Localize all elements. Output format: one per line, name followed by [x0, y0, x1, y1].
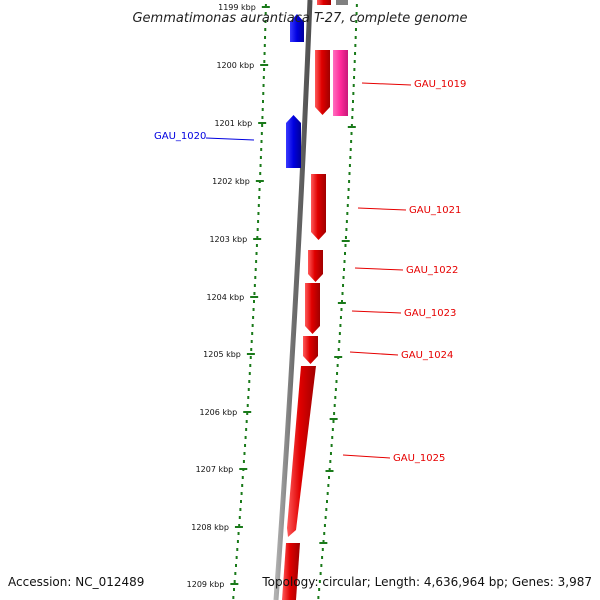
feature-block[interactable]	[333, 50, 348, 116]
label-leaders	[205, 82, 412, 459]
ruler-tick	[255, 180, 264, 182]
gene-label-GAU_1021[interactable]: GAU_1021	[409, 205, 461, 216]
genome-backbone	[273, 0, 313, 600]
feature-dotted-track	[317, 4, 358, 599]
gene-arrow-GAU_1023[interactable]	[305, 283, 320, 334]
ruler-tick-label: 1207 kbp	[196, 465, 234, 474]
gene-labels: GAU_1019 GAU_1020 GAU_1021 GAU_1022 GAU_1023…	[154, 79, 466, 464]
gene-arrow-GAU_1024[interactable]	[303, 336, 318, 364]
ruler-ticks: 1199 kbp 1200 kbp 1201 kbp 1202 kbp 1203 kbp…	[187, 3, 270, 589]
gene-label-GAU_1022[interactable]: GAU_1022	[406, 265, 458, 276]
gene-label-GAU_1020[interactable]: GAU_1020	[154, 131, 206, 142]
gene-arrow-partial[interactable]	[317, 0, 331, 5]
gene-label-GAU_1019[interactable]: GAU_1019	[414, 79, 466, 90]
map-title: Gemmatimonas aurantiaca T-27, complete g…	[132, 11, 467, 26]
gene-arrow-GAU_1022[interactable]	[308, 250, 323, 282]
gene-label-GAU_1023[interactable]: GAU_1023	[404, 308, 456, 319]
ruler-tick-label: 1205 kbp	[203, 350, 241, 359]
gene-label-GAU_1025[interactable]: GAU_1025	[393, 453, 445, 464]
gene-layer	[282, 0, 348, 600]
ruler-tick	[261, 6, 270, 8]
ruler-tick-label: 1208 kbp	[191, 523, 229, 532]
ruler-dotted-track	[232, 4, 267, 599]
ruler-tick-label: 1209 kbp	[187, 580, 225, 589]
leader-line-GAU_1019	[361, 82, 412, 86]
gene-arrow-GAU_1019[interactable]	[315, 50, 330, 115]
ruler-tick	[250, 296, 259, 298]
ruler-tick-label: 1200 kbp	[216, 61, 254, 70]
ruler-tick	[246, 353, 255, 355]
ruler-tick	[243, 411, 252, 413]
ruler-tick	[230, 583, 239, 585]
ruler-tick-label: 1199 kbp	[218, 3, 256, 12]
gene-label-GAU_1024[interactable]: GAU_1024	[401, 350, 453, 361]
ruler-tick-label: 1206 kbp	[200, 408, 238, 417]
gene-arrow-reverse-partial[interactable]	[290, 14, 304, 42]
leader-line-GAU_1024	[349, 351, 399, 356]
gene-arrow-partial[interactable]	[282, 543, 300, 600]
accession-text: Accession: NC_012489	[8, 575, 144, 589]
gene-arrow-GAU_1020[interactable]	[286, 115, 301, 168]
leader-line-GAU_1025	[342, 454, 391, 459]
leader-line-GAU_1023	[351, 310, 402, 314]
ruler-tick-label: 1204 kbp	[206, 293, 244, 302]
ruler-tick	[258, 122, 267, 124]
leader-line-GAU_1022	[354, 267, 404, 271]
ruler-tick	[239, 468, 248, 470]
leader-line-GAU_1020	[205, 137, 255, 141]
gene-arrow-GAU_1025[interactable]	[287, 366, 316, 537]
ruler-tick-label: 1202 kbp	[212, 177, 250, 186]
genome-summary-text: Topology: circular; Length: 4,636,964 bp…	[261, 575, 592, 589]
ruler-tick	[253, 238, 262, 240]
ruler-tick-label: 1203 kbp	[209, 235, 247, 244]
top-grey-bar	[336, 0, 348, 5]
ruler-tick-label: 1201 kbp	[214, 119, 252, 128]
ruler-tick	[234, 526, 243, 528]
ruler-tick	[260, 64, 269, 66]
gene-arrow-GAU_1021[interactable]	[311, 174, 326, 240]
leader-line-GAU_1021	[357, 207, 407, 211]
